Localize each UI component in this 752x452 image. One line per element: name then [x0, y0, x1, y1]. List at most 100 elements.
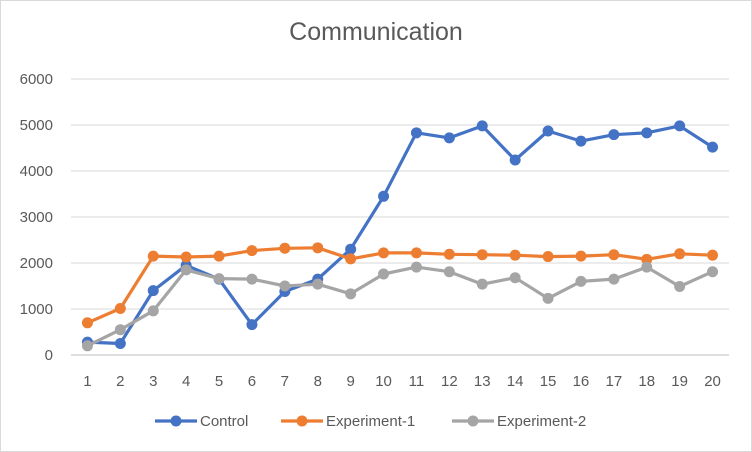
legend: Control Experiment-1 Experiment-2: [155, 413, 586, 430]
x-tick-label: 7: [281, 373, 289, 390]
data-point: [410, 247, 422, 259]
y-tick-label: 4000: [20, 163, 53, 180]
series-2: [81, 242, 719, 329]
data-point: [345, 288, 357, 300]
data-point: [608, 273, 620, 285]
x-tick-label: 16: [573, 373, 590, 390]
x-tick-label: 9: [346, 373, 354, 390]
series-lines: [81, 120, 719, 352]
data-point: [279, 242, 291, 254]
data-point: [608, 249, 620, 261]
data-point: [279, 280, 291, 292]
y-tick-label: 3000: [20, 209, 53, 226]
data-point: [542, 292, 554, 304]
data-point: [575, 275, 587, 287]
legend-swatch-marker: [296, 415, 308, 427]
data-point: [147, 285, 159, 297]
legend-swatch-marker: [467, 415, 479, 427]
data-point: [674, 248, 686, 260]
data-point: [180, 264, 192, 276]
series-3: [81, 261, 719, 352]
data-point: [674, 120, 686, 132]
y-tick-label: 1000: [20, 301, 53, 318]
data-point: [213, 250, 225, 262]
data-point: [410, 127, 422, 139]
x-tick-label: 8: [314, 373, 322, 390]
data-point: [312, 242, 324, 254]
x-tick-label: 17: [606, 373, 623, 390]
legend-label: Experiment-1: [326, 413, 415, 430]
data-point: [246, 273, 258, 285]
data-point: [707, 266, 719, 278]
x-tick-label: 2: [116, 373, 124, 390]
data-point: [114, 303, 126, 315]
data-point: [509, 249, 521, 261]
data-point: [641, 253, 653, 265]
x-axis-tick-labels: 1 2 3 4 5 6 7 8 9 10 11 12 13 14 15 16 17 18 19 20: [83, 373, 721, 390]
x-tick-label: 6: [248, 373, 256, 390]
x-tick-label: 19: [671, 373, 688, 390]
data-point: [213, 273, 225, 285]
chart-title: Communication: [289, 18, 463, 46]
x-tick-label: 14: [507, 373, 524, 390]
y-axis-tick-labels: 0 1000 2000 3000 4000 5000 6000: [20, 71, 53, 364]
legend-item: Experiment-2: [452, 413, 586, 430]
x-tick-label: 18: [638, 373, 655, 390]
x-tick-label: 13: [474, 373, 491, 390]
data-point: [147, 305, 159, 317]
x-tick-label: 5: [215, 373, 223, 390]
data-point: [147, 250, 159, 262]
data-point: [410, 261, 422, 273]
data-point: [81, 317, 93, 329]
data-point: [707, 249, 719, 261]
x-tick-label: 12: [441, 373, 458, 390]
data-point: [476, 120, 488, 132]
y-tick-label: 0: [45, 347, 53, 364]
x-tick-label: 20: [704, 373, 721, 390]
series-1: [81, 120, 719, 349]
legend-item: Control: [155, 413, 248, 430]
data-point: [476, 249, 488, 261]
data-point: [345, 253, 357, 265]
series-line: [85, 124, 715, 346]
x-tick-label: 3: [149, 373, 157, 390]
x-tick-label: 4: [182, 373, 190, 390]
data-point: [312, 278, 324, 290]
data-point: [378, 190, 390, 202]
data-point: [378, 247, 390, 259]
x-tick-label: 11: [409, 373, 425, 390]
data-point: [81, 340, 93, 352]
data-point: [246, 245, 258, 257]
data-point: [246, 319, 258, 331]
data-point: [345, 243, 357, 255]
data-point: [641, 127, 653, 139]
data-point: [509, 272, 521, 284]
data-point: [180, 251, 192, 263]
y-tick-label: 2000: [20, 255, 53, 272]
data-point: [641, 261, 653, 273]
data-point: [443, 266, 455, 278]
data-point: [674, 280, 686, 292]
data-point: [575, 250, 587, 262]
data-point: [476, 278, 488, 290]
x-tick-label: 10: [375, 373, 392, 390]
data-point: [443, 248, 455, 260]
legend-swatch-marker: [170, 415, 182, 427]
y-tick-label: 6000: [20, 71, 53, 88]
legend-label: Experiment-2: [497, 413, 586, 430]
gridlines: [71, 78, 729, 356]
data-point: [542, 125, 554, 137]
data-point: [443, 132, 455, 144]
legend-label: Control: [200, 413, 248, 430]
data-point: [707, 141, 719, 153]
data-point: [608, 129, 620, 141]
data-point: [509, 154, 521, 166]
data-point: [575, 135, 587, 147]
data-point: [114, 324, 126, 336]
legend-item: Experiment-1: [281, 413, 415, 430]
data-point: [378, 268, 390, 280]
data-point: [542, 251, 554, 263]
data-point: [114, 338, 126, 349]
